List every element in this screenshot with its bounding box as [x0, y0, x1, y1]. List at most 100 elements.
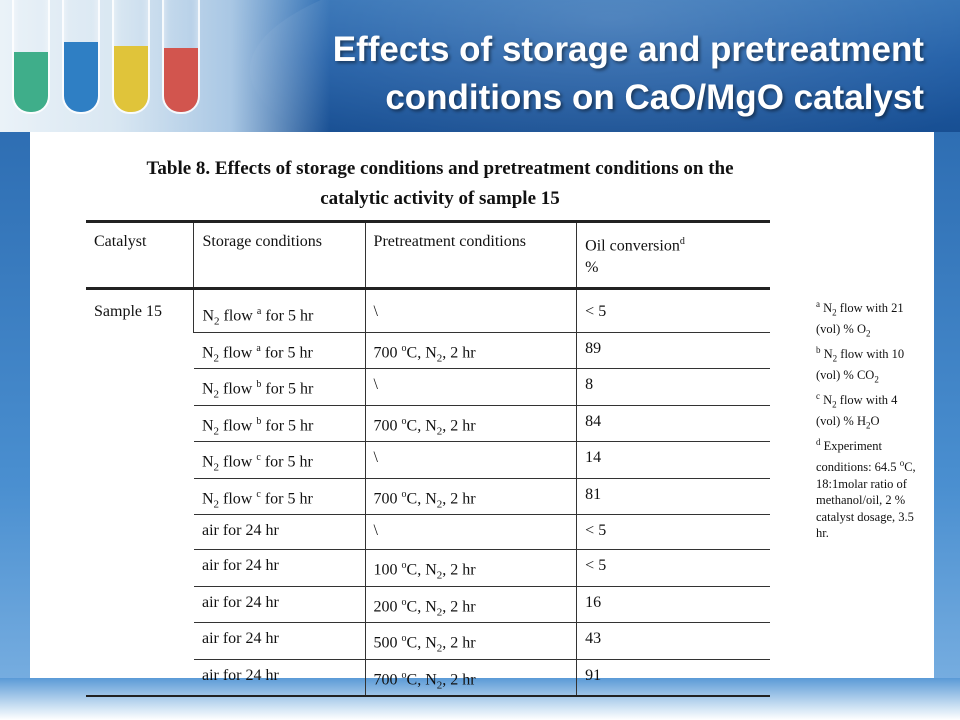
cell-storage: N2 flow c for 5 hr	[194, 478, 365, 515]
footnote-a-mark: a	[816, 299, 820, 309]
storage-mid: flow	[219, 380, 257, 398]
header-conversion-unit: %	[585, 259, 599, 277]
storage-tail: for 5 hr	[261, 380, 314, 398]
storage-mid: flow	[219, 416, 257, 434]
test-tube-icon	[12, 0, 50, 114]
cell-storage: air for 24 hr	[194, 659, 365, 696]
cell-conversion: 43	[576, 622, 770, 660]
frame-left	[0, 132, 30, 720]
footnote-a-sub: 2	[832, 307, 837, 318]
results-table: Catalyst Storage conditions Pretreatment…	[86, 220, 770, 697]
pre-sub: 2	[436, 569, 443, 582]
cell-pretreatment: 700 oC, N2, 2 hr	[364, 332, 577, 369]
pre-sup: o	[401, 669, 407, 681]
header-conversion: Oil conversiond%	[576, 221, 770, 289]
pre-sup: o	[401, 488, 407, 500]
pre-tail: , 2 hr	[442, 343, 476, 361]
cell-storage: air for 24 hr	[194, 515, 365, 550]
table-row: N2 flow b for 5 hr \ 8	[86, 368, 770, 406]
cell-storage: air for 24 hr	[194, 550, 365, 587]
pre-tail: , 2 hr	[442, 597, 476, 615]
storage-gas: N	[201, 416, 214, 434]
pre-sup: o	[401, 560, 407, 572]
table-caption: Table 8. Effects of storage conditions a…	[50, 154, 830, 214]
table-caption-line1: Table 8. Effects of storage conditions a…	[146, 158, 734, 179]
cell-pretreatment: \	[364, 368, 577, 406]
storage-sup: a	[256, 342, 261, 354]
pre-gas: C, N	[406, 416, 437, 434]
slide-header: Effects of storage and pretreatment cond…	[0, 0, 960, 132]
pre-sub: 2	[436, 606, 443, 619]
table-row: air for 24 hr 100 oC, N2, 2 hr < 5	[86, 549, 770, 587]
footnote-b-sub2: 2	[874, 374, 879, 385]
pre-temp: 100	[373, 561, 402, 579]
cell-pretreatment: \	[364, 514, 577, 550]
storage-text: air for 24 hr	[201, 522, 279, 540]
table-header-row: Catalyst Storage conditions Pretreatment…	[86, 221, 770, 289]
cell-storage: N2 flow a for 5 hr	[193, 288, 366, 333]
pre-text: \	[373, 303, 378, 320]
cell-conversion: 8	[576, 368, 770, 406]
cell-pretreatment: \	[364, 441, 577, 479]
cell-storage: air for 24 hr	[194, 586, 365, 623]
pre-tail: , 2 hr	[442, 416, 476, 434]
storage-tail: for 5 hr	[260, 453, 313, 471]
cell-conversion: 84	[576, 405, 770, 442]
storage-mid: flow	[219, 343, 257, 361]
footnote-a-sub2: 2	[866, 328, 871, 339]
pre-sup: o	[401, 415, 407, 427]
cell-pretreatment: 200 oC, N2, 2 hr	[364, 586, 577, 623]
table-row: air for 24 hr 200 oC, N2, 2 hr 16	[86, 586, 770, 623]
cell-conversion: 81	[576, 478, 770, 515]
storage-sup: c	[256, 488, 261, 500]
pre-sup: o	[401, 342, 407, 354]
footnote-c-sub2: 2	[866, 420, 871, 431]
footnote-c-mark: c	[816, 391, 820, 402]
pre-tail: , 2 hr	[442, 634, 476, 652]
pre-gas: C, N	[406, 634, 437, 652]
table-row: Sample 15 N2 flow a for 5 hr \ < 5	[86, 288, 770, 333]
pre-temp: 700	[373, 416, 402, 434]
footnote-a-text1: N	[820, 301, 833, 316]
storage-tail: for 5 hr	[260, 489, 313, 507]
cell-pretreatment: 700 oC, N2, 2 hr	[364, 405, 577, 442]
cell-storage: air for 24 hr	[194, 623, 365, 660]
footnote-b-sub: 2	[832, 353, 838, 364]
test-tube-icon	[162, 0, 200, 114]
header-decoration	[250, 0, 960, 132]
storage-sub: 2	[214, 315, 220, 328]
storage-sub: 2	[213, 388, 220, 401]
footnote-a: a N2 flow with 21 (vol) % O2	[816, 296, 924, 342]
footnote-b-text1: N	[820, 347, 833, 362]
table-row: air for 24 hr 500 oC, N2, 2 hr 43	[86, 622, 770, 660]
footnotes: a N2 flow with 21 (vol) % O2 b N2 flow w…	[816, 296, 924, 542]
header-catalyst: Catalyst	[94, 233, 147, 250]
cell-storage: N2 flow a for 5 hr	[194, 332, 365, 369]
footnote-c-sub: 2	[832, 399, 837, 410]
pre-gas: C, N	[406, 670, 437, 688]
table-row: N2 flow c for 5 hr 700 oC, N2, 2 hr 81	[86, 478, 770, 515]
cell-conversion: < 5	[576, 549, 770, 587]
pre-gas: C, N	[406, 597, 437, 615]
slide-title-line1: Effects of storage and pretreatment	[332, 30, 924, 69]
table-row: N2 flow b for 5 hr 700 oC, N2, 2 hr 84	[86, 405, 770, 442]
footnote-b-text2: flow with 10 (vol) % CO	[816, 347, 905, 383]
storage-gas: N	[201, 343, 214, 361]
table-row: N2 flow c for 5 hr \ 14	[86, 441, 770, 479]
test-tube-icon	[112, 0, 150, 114]
pre-tail: , 2 hr	[442, 561, 476, 579]
pre-temp: 700	[373, 670, 402, 688]
storage-gas: N	[201, 489, 214, 507]
storage-tail: for 5 hr	[261, 307, 314, 325]
footnote-a-text2: flow with 21 (vol) % O	[816, 301, 904, 337]
storage-mid: flow	[219, 489, 257, 507]
pre-sub: 2	[436, 642, 443, 655]
storage-sup: a	[256, 306, 262, 317]
cell-storage: N2 flow c for 5 hr	[194, 442, 365, 479]
storage-text: air for 24 hr	[201, 630, 279, 648]
footnote-c-text3: O	[870, 414, 880, 429]
footnote-d-mark: d	[816, 437, 821, 448]
storage-text: air for 24 hr	[201, 557, 279, 575]
slide-title-line2: conditions on CaO/MgO catalyst	[385, 78, 924, 117]
frame-right	[934, 132, 960, 720]
